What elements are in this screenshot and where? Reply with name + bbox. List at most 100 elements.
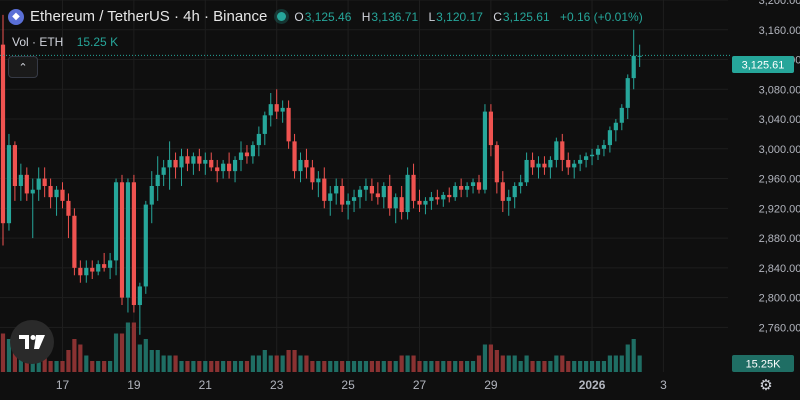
volume-bar	[54, 361, 59, 372]
candle-body	[191, 156, 196, 164]
time-tick-label: 2026	[579, 378, 606, 392]
volume-bar	[459, 361, 464, 372]
candle-body	[518, 182, 523, 186]
volume-bar	[631, 339, 636, 372]
candle-body	[149, 186, 154, 205]
candle-body	[524, 159, 529, 183]
volume-bar	[619, 355, 624, 372]
volume-bar	[476, 355, 482, 372]
volume-bar	[84, 355, 89, 372]
volume-bar	[351, 361, 357, 372]
volume-bar	[542, 361, 547, 372]
volume-bar	[250, 355, 255, 372]
candle-body	[113, 182, 119, 261]
volume-bar	[6, 339, 12, 372]
volume-bar	[494, 350, 499, 372]
volume-bar	[482, 344, 488, 372]
volume-bar	[518, 361, 523, 372]
candle-body	[482, 111, 488, 190]
volume-bar	[566, 361, 571, 372]
candle-body	[470, 182, 476, 186]
candle-body	[393, 197, 398, 209]
volume-legend[interactable]: Vol · ETH 15.25 K	[12, 35, 118, 49]
volume-bar	[191, 361, 196, 372]
price-axis[interactable]: 2,760.00 2,800.00 2,840.00 2,880.00 2,920.00…	[759, 0, 800, 334]
candle-body	[381, 186, 386, 198]
candle-body	[566, 159, 571, 168]
volume-bar	[113, 333, 119, 372]
volume-bar	[375, 361, 380, 372]
candle-body	[203, 159, 208, 164]
candle-body	[185, 156, 190, 164]
candle-body	[108, 260, 113, 268]
collapse-legend-button[interactable]: ⌃	[8, 56, 38, 78]
candle-body	[435, 197, 440, 200]
time-tick-label: 17	[56, 378, 70, 392]
candle-body	[78, 267, 83, 276]
volume-bar	[584, 361, 589, 372]
candle-body	[340, 186, 345, 205]
time-tick-label: 21	[199, 378, 213, 392]
volume-bar	[185, 361, 190, 372]
volume-bar	[96, 361, 101, 372]
candle-body	[238, 152, 244, 160]
volume-bar	[346, 361, 351, 372]
high-key: H	[361, 9, 371, 24]
volume-bar	[399, 355, 404, 372]
candle-body	[227, 163, 232, 172]
candle-body	[637, 55, 642, 57]
candle-body	[48, 186, 53, 198]
volume-bar	[572, 361, 577, 372]
tradingview-logo-icon[interactable]	[10, 320, 54, 364]
volume-bar	[393, 361, 398, 372]
candle-body	[429, 197, 434, 201]
candle-body	[250, 145, 255, 157]
price-tick-label: 3,160.00	[759, 25, 800, 37]
volume-bar	[316, 361, 321, 372]
candle-body	[500, 182, 505, 201]
chevron-up-icon: ⌃	[18, 61, 28, 74]
volume-bar	[292, 350, 297, 372]
candle-body	[560, 141, 565, 160]
high-value: 3,136.71	[371, 9, 419, 24]
price-tick-label: 2,800.00	[759, 293, 800, 305]
volume-bar	[417, 361, 422, 372]
candle-body	[36, 178, 41, 190]
candle-body	[625, 78, 630, 108]
volume-bar	[435, 361, 440, 372]
volume-bar	[488, 344, 493, 372]
volume-bar	[119, 333, 125, 372]
candle-body	[554, 141, 559, 160]
volume-bar	[423, 361, 428, 372]
candle-body	[274, 104, 279, 112]
candles	[0, 14, 642, 335]
candle-body	[613, 122, 618, 131]
candle-body	[125, 182, 131, 298]
volume-bar	[244, 361, 250, 372]
price-tick-label: 3,000.00	[759, 144, 800, 156]
volume-bar	[625, 344, 630, 372]
candle-body	[488, 111, 493, 146]
candle-body	[280, 107, 285, 112]
pair-title[interactable]: Ethereum / TetherUS · 4h · Binance	[30, 8, 268, 25]
volume-bar	[221, 361, 226, 372]
candle-body	[619, 107, 624, 123]
volume-bar	[470, 361, 476, 372]
volume-bar	[203, 361, 208, 372]
gear-icon[interactable]: ⚙	[759, 377, 773, 394]
volume-bar	[340, 361, 345, 372]
volume-bar	[500, 355, 505, 372]
low-value: 3,120.17	[436, 9, 483, 24]
time-tick-label: 3	[660, 378, 667, 392]
volume-bar	[102, 361, 107, 372]
volume-label: Vol · ETH	[12, 35, 64, 49]
volume-bar	[48, 361, 53, 372]
candle-body	[215, 167, 220, 172]
candle-body	[292, 141, 297, 172]
time-axis[interactable]: 17 19 21 23 25 27 29 2026 3	[56, 378, 667, 392]
tradingview-logo-mark	[19, 335, 45, 349]
candle-body	[102, 264, 107, 268]
candle-body	[447, 194, 452, 198]
volume-bar	[607, 355, 612, 372]
